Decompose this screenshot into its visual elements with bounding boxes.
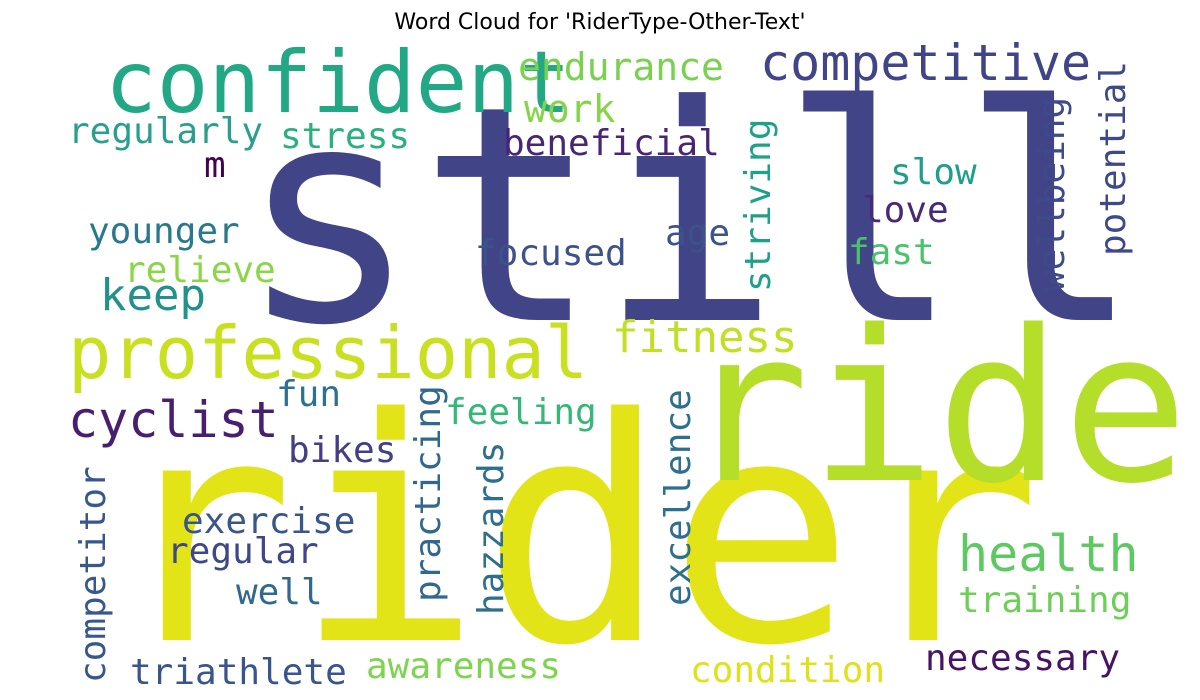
word-exercise: exercise — [182, 501, 355, 542]
word-love: love — [862, 190, 949, 231]
word-fun: fun — [276, 374, 341, 415]
word-fitness: fitness — [612, 312, 797, 363]
word-younger: younger — [88, 211, 240, 252]
word-health: health — [958, 525, 1139, 583]
word-cyclist: cyclist — [68, 391, 279, 449]
word-practicing: practicing — [408, 385, 449, 602]
word-beneficial: beneficial — [503, 123, 720, 164]
word-keep: keep — [100, 270, 206, 321]
word-awareness: awareness — [366, 646, 561, 687]
word-excellence: excellence — [658, 389, 699, 606]
word-professional: professional — [68, 311, 588, 395]
word-work: work — [524, 87, 616, 131]
word-wellbeing: wellbeing — [1032, 97, 1073, 292]
word-confident: confident — [105, 33, 571, 133]
word-stress: stress — [280, 116, 410, 157]
word-potential: potential — [1093, 61, 1134, 256]
word-feeling: feeling — [445, 392, 597, 433]
word-fast: fast — [848, 232, 935, 273]
word-striving: striving — [738, 119, 779, 292]
word-hazzards: hazzards — [471, 442, 512, 615]
word-bikes: bikes — [288, 430, 396, 471]
word-regularly: regularly — [68, 111, 263, 152]
chart-title: Word Cloud for 'RiderType-Other-Text' — [394, 10, 806, 35]
word-relieve: relieve — [124, 250, 276, 291]
word-necessary: necessary — [925, 638, 1120, 679]
word-focused: focused — [475, 233, 627, 274]
word-age: age — [665, 213, 730, 254]
word-endurance: endurance — [518, 45, 724, 89]
word-m: m — [204, 145, 226, 186]
word-condition: condition — [690, 650, 885, 691]
word-regular: regular — [167, 531, 319, 572]
word-well: well — [236, 572, 323, 613]
word-competitive: competitive — [760, 34, 1091, 92]
word-training: training — [958, 580, 1131, 621]
word-triathlete: triathlete — [130, 652, 347, 693]
word-rider: rider — [108, 353, 1041, 700]
word-still: still — [238, 42, 1141, 391]
word-ride: ride — [683, 285, 1189, 530]
word-competitor: competitor — [73, 466, 114, 683]
word-slow: slow — [890, 152, 977, 193]
